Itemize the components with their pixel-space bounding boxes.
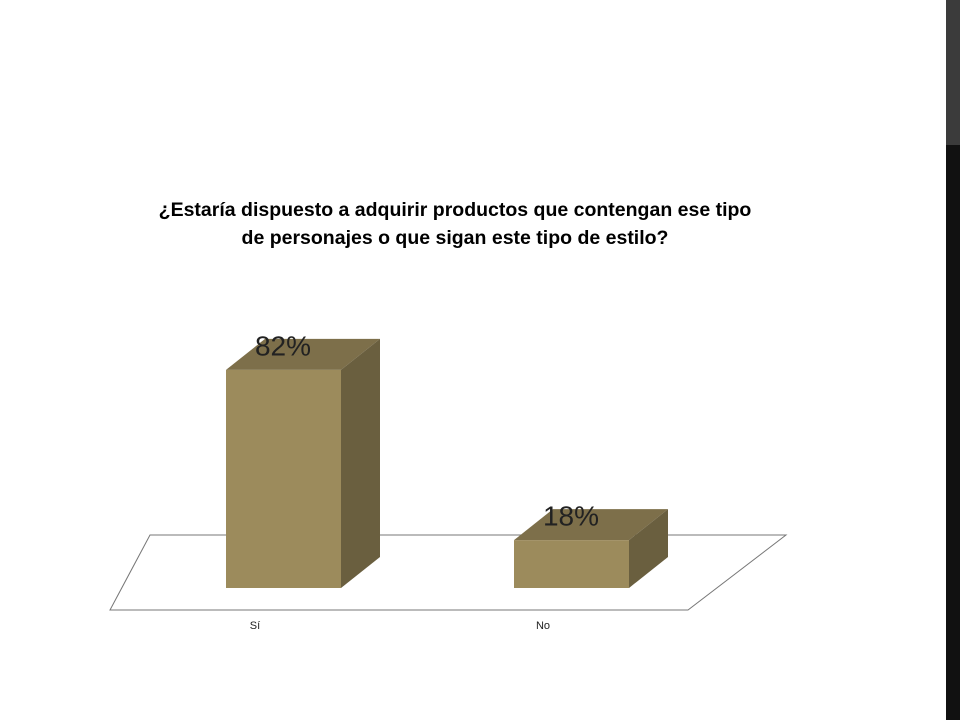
bar [514,540,629,588]
bar-side [341,338,380,588]
bar-top [514,509,668,541]
x-tick-label: No [536,620,550,632]
side-strip [946,0,960,145]
floor [109,534,788,611]
bar-side [629,509,668,588]
bar [226,369,341,588]
data-label: 18% [543,501,599,532]
x-tick-label: Sí [250,620,260,632]
chart-title: ¿Estaría dispuesto a adquirir productos … [158,199,752,249]
bar-top [226,338,380,370]
data-label: 82% [255,330,311,361]
side-strip [946,145,960,720]
